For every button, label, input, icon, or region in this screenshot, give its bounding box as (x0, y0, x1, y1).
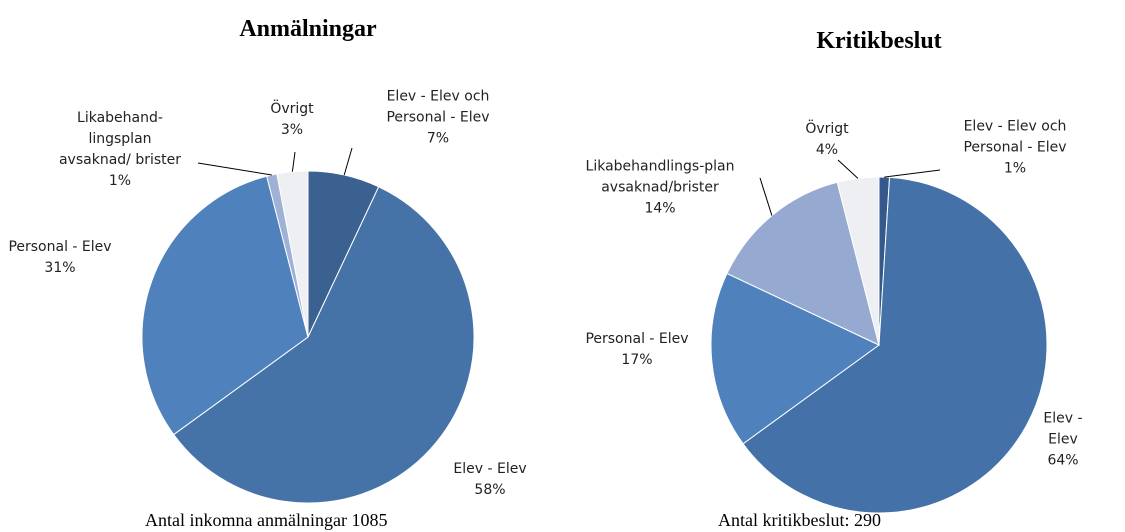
category-label: Personal - Elev (585, 331, 689, 347)
slice-label: Elev - Elev och Personal - Elev 7% (386, 87, 489, 150)
category-label: Personal - Elev (8, 239, 112, 255)
leader-line (291, 151, 296, 172)
value-label: 14% (644, 200, 676, 217)
category-label: Elev - Elev (453, 461, 527, 477)
slice-label: Personal - Elev 17% (585, 329, 688, 371)
value-label: 64% (1047, 452, 1079, 469)
value-label: 1% (1003, 160, 1027, 177)
caption: Antal inkomna anmälningar 1085 (145, 510, 388, 530)
value-label: 4% (815, 142, 839, 158)
value-label: 1% (108, 173, 132, 189)
caption: Antal kritikbeslut: 290 (718, 510, 881, 530)
category-label: Elev - Elev och Personal - Elev (386, 88, 490, 126)
category-label: Elev - Elev (1043, 410, 1083, 448)
pie-slice (173, 186, 475, 504)
slice-label: Övrigt 4% (805, 119, 848, 161)
leader-line (837, 159, 859, 179)
category-label: Övrigt (805, 121, 849, 137)
pie-slice (742, 176, 1048, 514)
pie-slice (710, 272, 880, 445)
value-label: 3% (280, 122, 304, 138)
slice-label: Personal - Elev 31% (8, 237, 111, 279)
category-label: Likabehand- lingsplan avsaknad/ brister (58, 110, 182, 168)
slice-label: Elev - Elev och Personal - Elev 1% (963, 117, 1066, 180)
leader-line (197, 162, 272, 176)
slice-label: Övrigt 3% (270, 99, 313, 141)
chart-title: Kritikbeslut (816, 28, 942, 54)
chart-title: Anmälningar (239, 16, 377, 42)
slice-label: Likabehand- lingsplan avsaknad/ brister 1… (59, 108, 181, 192)
leader-line (884, 169, 941, 178)
value-label: 31% (44, 260, 76, 276)
slice-label: Likabehandlings-plan avsaknad/brister 14% (586, 157, 735, 220)
slice-label: Elev - Elev 58% (453, 459, 526, 501)
slice-label: Elev - Elev 64% (1032, 409, 1094, 472)
category-label: Övrigt (270, 101, 314, 117)
leader-line (759, 177, 773, 216)
pie-slice (141, 175, 309, 436)
category-label: Likabehandlings-plan avsaknad/brister (585, 158, 735, 196)
value-label: 7% (426, 130, 450, 147)
category-label: Elev - Elev och Personal - Elev (963, 118, 1067, 156)
value-label: 58% (474, 482, 506, 498)
value-label: 17% (621, 352, 653, 368)
leader-line (343, 147, 353, 176)
